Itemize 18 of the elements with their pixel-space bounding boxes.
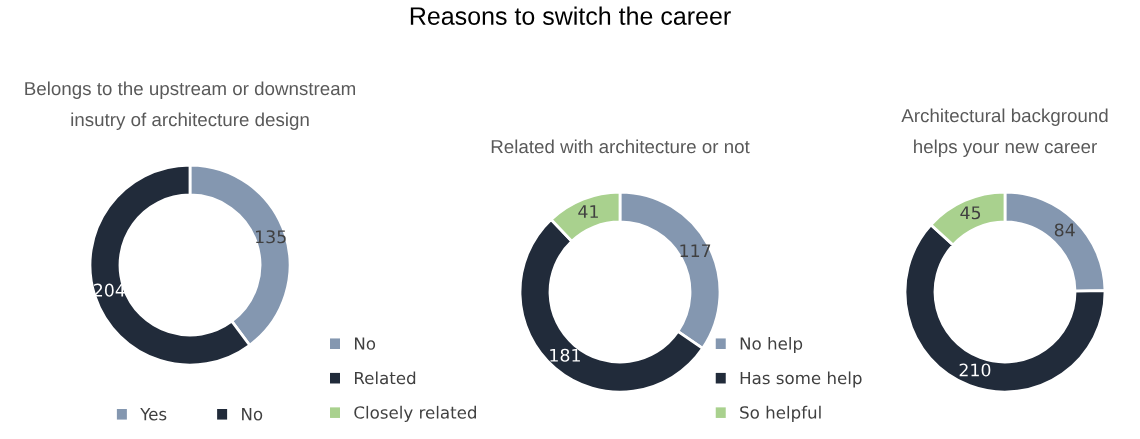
legend-label: Related [354,371,416,385]
data-label: 45 [960,206,981,220]
legend-label: No [242,408,263,421]
legend-label: So helpful [740,405,821,422]
data-label: 84 [1054,223,1075,237]
data-label: 41 [578,205,598,218]
chart-subtitle: Architectural background helps your new career [901,108,1108,157]
chart-subtitle: Belongs to the upstream or downstream insutry of architecture design [25,81,356,130]
text: Reasons to switch the career [410,6,731,25]
legend-label: Yes [140,408,167,421]
legend-label: Closely related [354,405,476,422]
data-label: 210 [959,363,991,377]
legend-label: Has some help [740,371,862,388]
data-label: 181 [550,348,580,362]
chart-subtitle: Related with architecture or not [491,139,750,154]
data-label: 117 [680,244,711,258]
legend-label: No help [740,336,803,354]
legend-label: No [354,337,376,350]
